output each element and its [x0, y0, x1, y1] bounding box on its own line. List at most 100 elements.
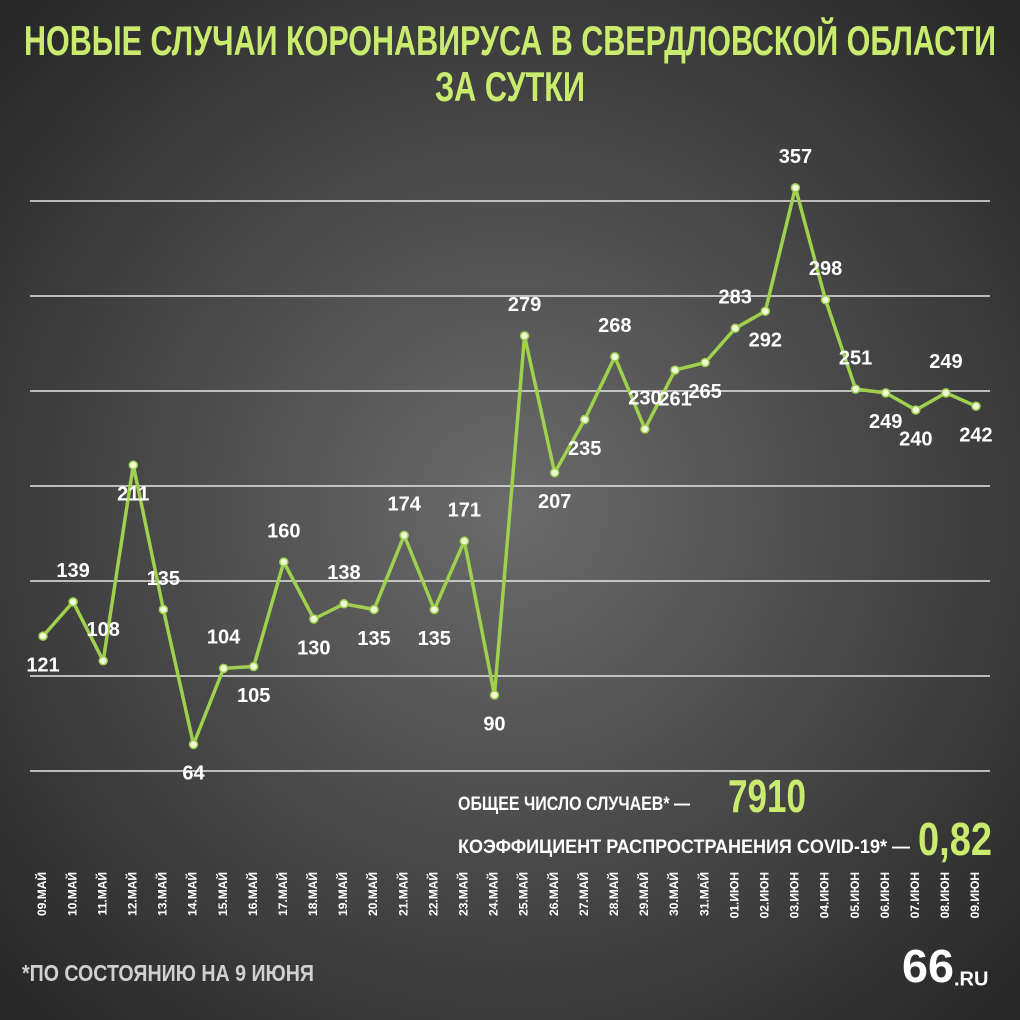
data-label: 64 [182, 763, 205, 785]
point [188, 739, 199, 750]
x-tick-label: 04.ИЮН [818, 872, 832, 918]
x-tick-label: 29.МАЙ [636, 872, 651, 916]
x-tick-label: 20.МАЙ [365, 872, 380, 916]
x-tick-label: 18.МАЙ [305, 872, 320, 916]
x-tick-label: 13.МАЙ [155, 872, 170, 916]
data-label: 121 [26, 654, 59, 676]
point [790, 182, 801, 193]
data-label: 230 [628, 387, 661, 409]
point [68, 597, 78, 607]
x-tick-label: 25.МАЙ [516, 872, 531, 916]
data-label: 135 [418, 628, 451, 650]
chart-title: ЗА СУТКИ [435, 63, 585, 110]
point [459, 536, 470, 546]
point [128, 460, 139, 470]
point [279, 557, 289, 567]
data-label: 249 [869, 411, 902, 433]
x-tick-label: 02.ИЮН [757, 872, 771, 918]
logo-suffix: .RU [954, 968, 988, 990]
data-label: 357 [779, 146, 812, 168]
x-tick-label: 15.МАЙ [215, 872, 230, 916]
point [158, 604, 169, 615]
point [218, 663, 229, 674]
point [820, 295, 831, 305]
x-tick-label: 17.МАЙ [275, 872, 290, 916]
point [579, 414, 590, 425]
data-label: 174 [387, 494, 421, 516]
x-tick-label: 28.МАЙ [606, 872, 621, 916]
data-label: 160 [267, 520, 300, 542]
data-label: 298 [809, 258, 842, 280]
point [98, 656, 108, 666]
line [41, 185, 977, 747]
data-label: 207 [538, 491, 571, 513]
footnote: *ПО СОСТОЯНИЮ НА 9 ИЮНЯ [22, 960, 314, 986]
point [489, 690, 500, 700]
point [549, 467, 560, 478]
data-label: 283 [719, 287, 752, 309]
point [971, 401, 981, 411]
x-tick-label: 10.МАЙ [64, 872, 79, 916]
data-label: 211 [117, 483, 149, 505]
point [248, 661, 259, 672]
x-tick-label: 24.МАЙ [486, 872, 501, 916]
data-label: 104 [207, 627, 241, 649]
point [670, 365, 680, 375]
data-label: 108 [87, 619, 120, 641]
x-tick-label: 14.МАЙ [185, 872, 200, 916]
point [339, 599, 349, 609]
x-tick-label: 08.ИЮН [938, 872, 952, 918]
data-label: 279 [508, 294, 541, 316]
stat-value: 7910 [728, 770, 806, 822]
point [399, 530, 409, 541]
point [519, 331, 530, 341]
data-label: 105 [237, 685, 270, 707]
stat-label: ОБЩЕЕ ЧИСЛО СЛУЧАЕВ* — [458, 794, 690, 815]
data-label: 130 [297, 637, 330, 659]
point [369, 604, 379, 615]
x-tick-label: 12.МАЙ [124, 872, 139, 916]
point [640, 424, 650, 434]
x-tick-label: 03.ИЮН [788, 872, 802, 918]
x-tick-label: 30.МАЙ [666, 872, 681, 916]
data-label: 261 [658, 388, 691, 410]
chart-title: НОВЫЕ СЛУЧАИ КОРОНАВИРУСА В СВЕРДЛОВСКОЙ… [24, 16, 996, 64]
data-label: 249 [929, 351, 962, 373]
x-tick-label: 16.МАЙ [245, 872, 260, 916]
x-tick-label: 11.МАЙ [94, 872, 109, 915]
stat-label: КОЭФФИЦИЕНТ РАСПРОСТРАНЕНИЯ COVID-19* — [458, 837, 910, 858]
logo: 66 [902, 940, 954, 992]
point [850, 384, 861, 394]
data-label: 265 [688, 381, 721, 403]
data-label: 292 [749, 329, 782, 351]
data-label: 268 [598, 315, 631, 337]
data-label: 242 [959, 424, 992, 446]
point [730, 323, 740, 334]
x-tick-label: 31.МАЙ [696, 872, 711, 916]
data-label: 139 [56, 560, 89, 582]
x-tick-label: 22.МАЙ [425, 872, 440, 916]
data-label: 235 [568, 438, 601, 460]
stat-value: 0,82 [918, 813, 992, 865]
point [38, 631, 48, 641]
x-tick-label: 07.ИЮН [908, 872, 922, 918]
x-tick-label: 06.ИЮН [878, 872, 892, 918]
point [429, 604, 440, 615]
x-tick-label: 23.МАЙ [456, 872, 471, 916]
data-label: 135 [147, 568, 180, 590]
point [309, 614, 319, 624]
x-tick-label: 26.МАЙ [546, 872, 561, 916]
x-tick-label: 01.ИЮН [727, 872, 741, 918]
data-label: 251 [839, 347, 872, 369]
x-tick-label: 05.ИЮН [848, 872, 862, 918]
point [760, 306, 771, 316]
data-label: 138 [327, 562, 360, 584]
data-label: 171 [448, 499, 481, 521]
x-tick-label: 19.МАЙ [335, 872, 350, 916]
x-tick-label: 27.МАЙ [576, 872, 591, 916]
data-label: 240 [899, 428, 932, 450]
x-tick-label: 09.МАЙ [34, 872, 49, 916]
x-tick-label: 21.МАЙ [395, 872, 410, 916]
point [700, 357, 710, 368]
